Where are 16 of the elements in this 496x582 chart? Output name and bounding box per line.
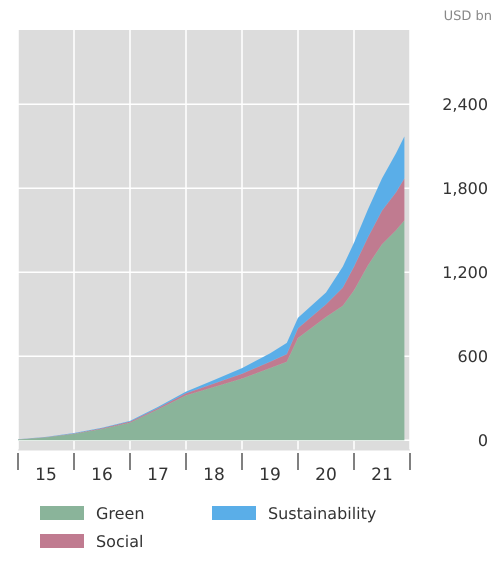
y-axis-title: USD bn xyxy=(444,9,492,24)
legend-label: Green xyxy=(96,504,144,523)
x-tick-label: 15 xyxy=(35,465,57,485)
x-tick-label: 18 xyxy=(203,465,225,485)
y-tick-label: 600 xyxy=(457,347,488,366)
y-tick-label: 2,400 xyxy=(442,95,488,114)
x-tick-label: 21 xyxy=(371,465,393,485)
y-tick-label: 1,800 xyxy=(442,179,488,198)
x-tick-label: 17 xyxy=(147,465,169,485)
x-tick-label: 16 xyxy=(91,465,113,485)
y-tick-label: 0 xyxy=(478,431,488,450)
legend-label: Sustainability xyxy=(268,504,376,523)
x-tick-label: 20 xyxy=(315,465,337,485)
x-tick-label: 19 xyxy=(259,465,281,485)
y-tick-label: 1,200 xyxy=(442,263,488,282)
legend-label: Social xyxy=(96,532,144,551)
